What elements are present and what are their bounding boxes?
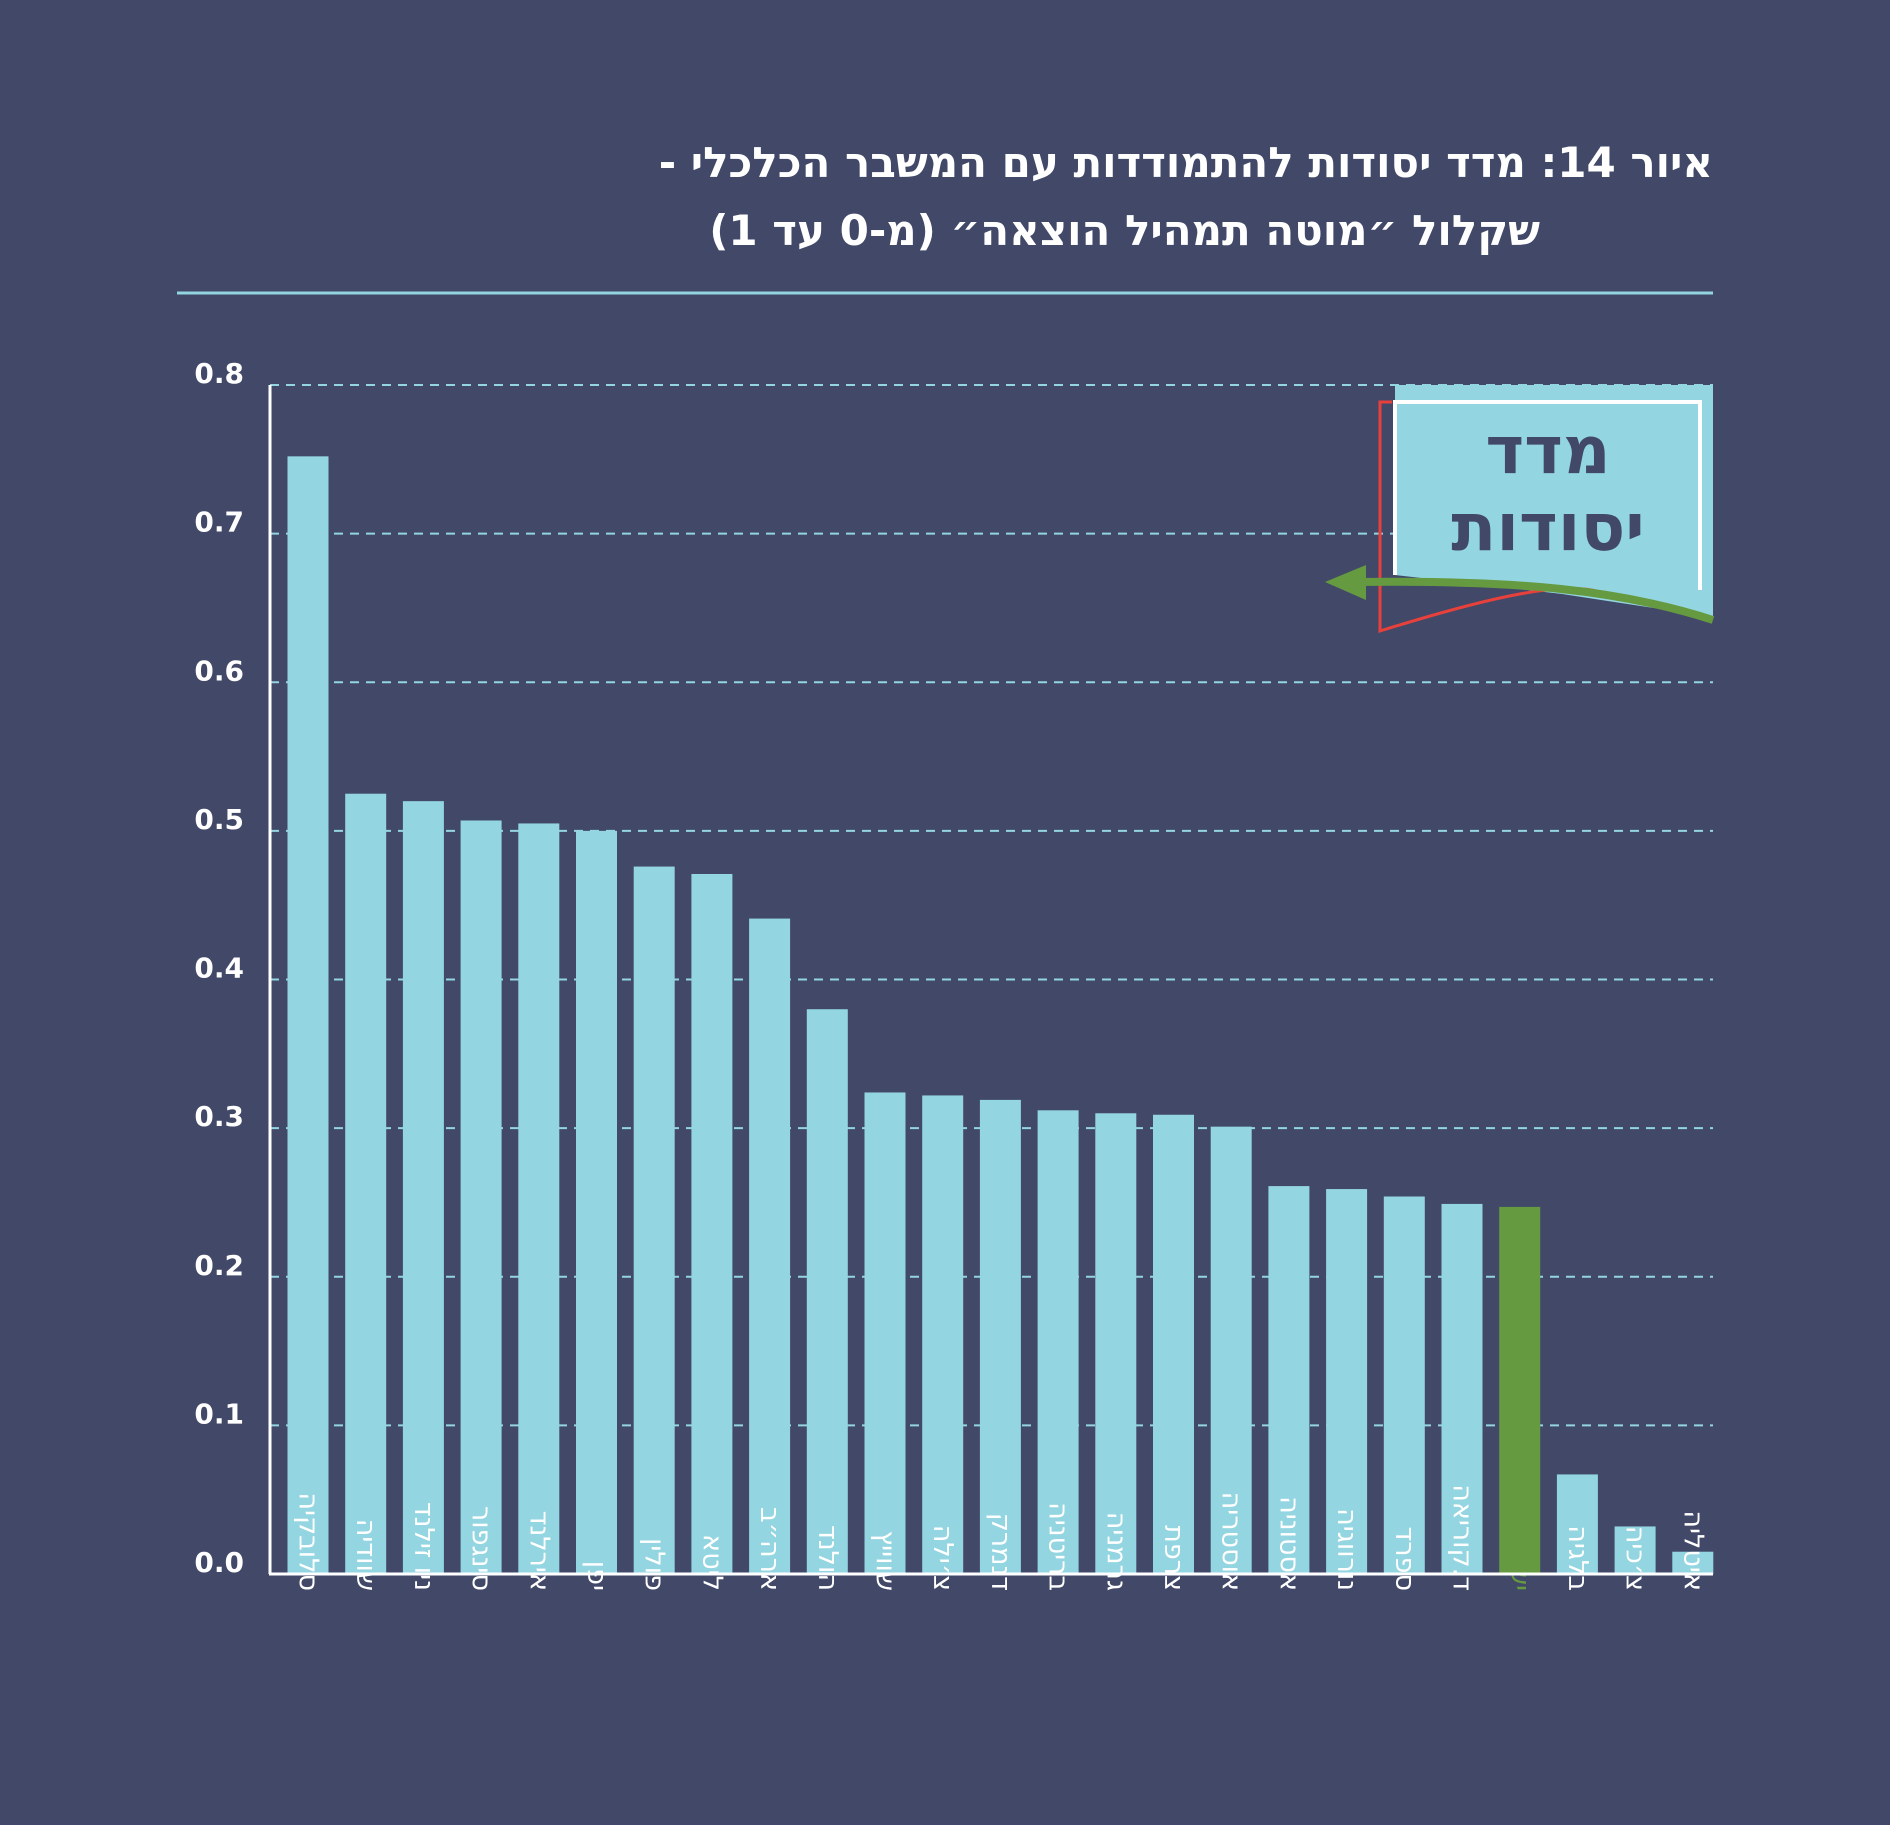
- bar: [749, 918, 791, 1574]
- bar: [1672, 1551, 1714, 1574]
- category-label: בריטניה: [1043, 1502, 1074, 1591]
- category-label: דנמרק: [985, 1513, 1016, 1591]
- y-tick-label: 0.2: [194, 1249, 244, 1282]
- chart-title-line-2: שקלול ״מוטה תמהיל הוצאה״ (מ-0 עד 1): [709, 206, 1540, 255]
- bar: [1383, 1196, 1425, 1574]
- bar: [922, 1095, 964, 1574]
- category-label: גרמניה: [1100, 1512, 1131, 1591]
- bar: [1037, 1110, 1079, 1574]
- category-label: יפן: [581, 1561, 612, 1591]
- bar: [979, 1099, 1021, 1574]
- bar: [518, 823, 560, 1574]
- category-label: שוודיה: [350, 1519, 381, 1591]
- bar: [806, 1009, 848, 1574]
- bar: [1556, 1474, 1598, 1574]
- badge: [1325, 385, 1715, 634]
- y-tick-label: 0.0: [194, 1546, 244, 1579]
- category-label: ניו זילנד: [408, 1502, 439, 1591]
- y-tick-labels: 0.0 0.1 0.2 0.3 0.4 0.5 0.6 0.7 0.8: [194, 357, 244, 1579]
- y-tick-label: 0.6: [194, 654, 244, 687]
- bar: [1326, 1189, 1368, 1574]
- bar: [460, 820, 502, 1574]
- badge-frame: [1393, 400, 1702, 590]
- bars: [287, 456, 1714, 1575]
- bar: [576, 830, 617, 1574]
- gridlines: [270, 384, 1713, 1427]
- badge-text-line-1: מדד: [1485, 412, 1611, 489]
- bar: [402, 801, 444, 1574]
- category-label: צרפת: [1158, 1525, 1189, 1591]
- bar: [287, 456, 329, 1575]
- y-tick-label: 0.7: [194, 506, 244, 539]
- category-label: אוסטריה: [1216, 1492, 1247, 1591]
- arrow-green-line: [1354, 577, 1715, 624]
- bar: [1268, 1186, 1310, 1574]
- bar: [345, 793, 387, 1574]
- y-tick-label: 0.1: [194, 1397, 244, 1430]
- y-tick-label: 0.8: [194, 357, 244, 390]
- arrow-head: [1325, 565, 1366, 600]
- category-label: נורווגיה: [1331, 1508, 1362, 1591]
- badge-panel: [1395, 385, 1713, 617]
- category-label: איטליה: [1677, 1510, 1708, 1591]
- category-label: ארה״ב: [754, 1507, 785, 1591]
- category-label: ספרד: [1389, 1527, 1420, 1591]
- bar: [1095, 1113, 1137, 1574]
- category-label: ליטא: [696, 1534, 727, 1591]
- y-tick-label: 0.4: [194, 952, 244, 985]
- category-label: ישראל: [1504, 1517, 1535, 1591]
- bar: [1499, 1206, 1541, 1574]
- badge-text-line-2: יסודות: [1451, 489, 1645, 566]
- bar: [1153, 1114, 1194, 1574]
- category-label: סינגפור: [466, 1506, 497, 1591]
- bar: [691, 873, 733, 1574]
- y-tick-label: 0.3: [194, 1100, 244, 1133]
- category-label: פולין: [639, 1538, 670, 1591]
- category-label: סלובקיה: [293, 1492, 324, 1591]
- bar: [1614, 1526, 1656, 1574]
- category-label: צ׳ילה: [927, 1525, 958, 1591]
- category-label: צ׳כיה: [1620, 1526, 1651, 1591]
- chart-title-line-1: איור 14: מדד יסודות להתמודדות עם המשבר ה…: [658, 138, 1713, 187]
- category-label: אסטוניה: [1273, 1496, 1304, 1591]
- category-label: אירלנד: [523, 1511, 554, 1591]
- bar: [1210, 1126, 1252, 1574]
- bar: [864, 1092, 906, 1574]
- bar: [633, 866, 675, 1574]
- category-label: בלגיה: [1562, 1525, 1593, 1591]
- bar: [1441, 1203, 1483, 1574]
- y-tick-label: 0.5: [194, 803, 244, 836]
- category-label: שווייץ: [870, 1531, 901, 1592]
- category-label: הולנד: [812, 1525, 843, 1591]
